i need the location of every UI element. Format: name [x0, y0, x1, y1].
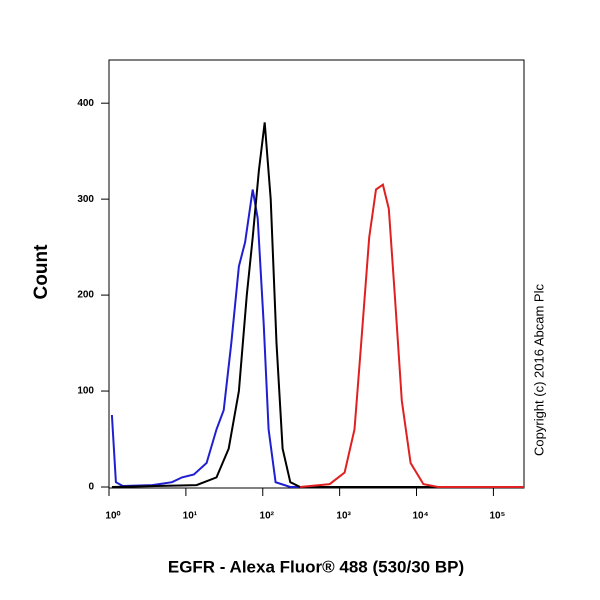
y-tick-label: 400 [77, 98, 94, 109]
y-tick-label: 200 [77, 290, 94, 301]
x-tick-label: 10⁴ [412, 511, 428, 522]
x-tick-label: 10⁵ [489, 511, 505, 522]
x-tick-label: 10³ [336, 511, 351, 522]
x-tick-label: 10¹ [183, 511, 198, 522]
x-axis-label: EGFR - Alexa Fluor® 488 (530/30 BP) [168, 557, 464, 576]
histogram-line [110, 189, 524, 488]
histogram-line [300, 183, 524, 488]
histogram-line [111, 122, 524, 488]
x-tick-label: 10² [260, 511, 275, 522]
y-axis-label: Count [31, 244, 52, 300]
x-tick-label: 10⁰ [105, 511, 120, 522]
y-tick-label: 0 [88, 482, 94, 493]
y-tick-label: 300 [77, 194, 94, 205]
plot-frame [108, 59, 525, 489]
copyright: Copyright (c) 2016 Abcam Plc [531, 284, 546, 456]
y-tick-label: 100 [77, 386, 94, 397]
